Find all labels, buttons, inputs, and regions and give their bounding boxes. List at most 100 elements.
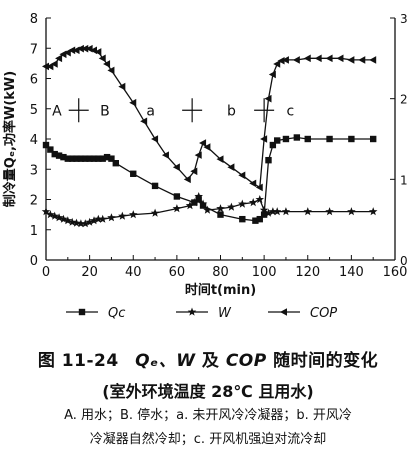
series-point-2 bbox=[129, 98, 137, 107]
caption-w: W bbox=[176, 351, 196, 371]
series-point-1 bbox=[264, 208, 273, 217]
series-point-0 bbox=[77, 155, 85, 162]
series-point-1 bbox=[194, 192, 203, 201]
series-point-0 bbox=[55, 152, 63, 159]
series-point-0 bbox=[130, 170, 137, 177]
series-point-1 bbox=[268, 207, 278, 216]
series-point-2 bbox=[190, 167, 198, 176]
series-point-1 bbox=[259, 205, 269, 214]
series-point-1 bbox=[255, 195, 264, 204]
y-left-tick-label: 6 bbox=[30, 73, 38, 88]
series-point-0 bbox=[348, 135, 355, 143]
series-point-1 bbox=[272, 207, 282, 216]
series-point-0 bbox=[151, 182, 159, 190]
y-left-tick-label: 2 bbox=[30, 194, 38, 209]
x-tick-label: 20 bbox=[81, 265, 98, 280]
y-right-tick-label: 2 bbox=[400, 93, 408, 107]
caption-end: 随时间的变化 bbox=[266, 351, 379, 371]
series-point-2 bbox=[268, 70, 276, 79]
series-point-1 bbox=[76, 219, 86, 228]
series-point-1 bbox=[72, 218, 81, 227]
series-point-0 bbox=[42, 141, 50, 149]
series-point-2 bbox=[46, 62, 54, 71]
series-point-2 bbox=[103, 60, 111, 68]
y-left-tick-label: 3 bbox=[30, 163, 38, 178]
x-tick-label: 0 bbox=[42, 265, 50, 280]
series-point-0 bbox=[274, 137, 281, 144]
series-point-2 bbox=[249, 179, 257, 188]
series-point-0 bbox=[64, 155, 72, 162]
series-point-0 bbox=[51, 150, 58, 158]
series-point-1 bbox=[107, 213, 116, 222]
series-point-1 bbox=[129, 210, 138, 219]
series-point-0 bbox=[68, 155, 76, 162]
series-point-1 bbox=[303, 207, 312, 216]
legend-marker-0 bbox=[78, 308, 86, 316]
legend-marker-1 bbox=[187, 307, 197, 316]
series-point-0 bbox=[195, 196, 202, 203]
x-tick-label: 140 bbox=[339, 265, 364, 280]
chart-svg: 0 20 40 60 80 100 120 140 1600123456780123时间t(mi… bbox=[2, 12, 408, 321]
x-tick-label: 60 bbox=[169, 265, 186, 280]
y-left-tick-label: 8 bbox=[30, 12, 38, 27]
x-tick-label: 120 bbox=[295, 265, 320, 280]
series-point-1 bbox=[98, 214, 107, 223]
series-point-2 bbox=[277, 56, 285, 65]
series-point-0 bbox=[265, 156, 272, 164]
series-point-1 bbox=[216, 204, 225, 213]
x-tick-label: 80 bbox=[212, 265, 229, 280]
series-point-1 bbox=[368, 207, 378, 216]
series-point-2 bbox=[238, 171, 246, 180]
series-point-2 bbox=[199, 139, 207, 147]
series-point-2 bbox=[68, 46, 76, 55]
series-point-2 bbox=[369, 56, 377, 64]
series-point-1 bbox=[67, 217, 77, 226]
legend-label: Qc bbox=[108, 306, 125, 321]
series-point-0 bbox=[47, 146, 54, 153]
series-point-0 bbox=[269, 141, 277, 149]
series-line-2 bbox=[46, 48, 374, 189]
series-point-2 bbox=[203, 143, 211, 151]
series-point-2 bbox=[347, 56, 355, 64]
series-point-1 bbox=[94, 214, 103, 223]
series-point-1 bbox=[203, 205, 212, 214]
series-point-1 bbox=[248, 198, 258, 207]
series-point-1 bbox=[190, 198, 199, 207]
series-point-1 bbox=[281, 207, 291, 216]
series-point-0 bbox=[282, 135, 290, 143]
series-point-2 bbox=[118, 82, 126, 91]
y-right-tick-label: 3 bbox=[400, 12, 408, 26]
caption-cop: COP bbox=[225, 351, 267, 371]
series-point-1 bbox=[172, 204, 182, 213]
series-point-2 bbox=[358, 56, 366, 64]
series-point-2 bbox=[172, 163, 180, 172]
series-point-1 bbox=[198, 199, 208, 208]
series-point-1 bbox=[325, 207, 334, 216]
x-tick-label: 40 bbox=[125, 265, 142, 280]
caption-qe: Qₑ、 bbox=[135, 351, 177, 371]
series-point-1 bbox=[46, 210, 55, 219]
series-point-2 bbox=[281, 56, 289, 64]
series-point-0 bbox=[103, 153, 111, 161]
y-left-tick-label: 7 bbox=[30, 42, 38, 57]
series-point-2 bbox=[273, 60, 281, 68]
series-point-2 bbox=[336, 54, 344, 63]
y-left-tick-label: 5 bbox=[30, 103, 38, 118]
figure-caption-note-1: A. 用水；B. 停水；a. 未开风冷冷凝器；b. 开风冷 bbox=[64, 408, 352, 423]
series-point-1 bbox=[63, 216, 73, 225]
series-point-2 bbox=[98, 54, 106, 63]
series-point-1 bbox=[81, 219, 90, 228]
y-right-tick-label: 1 bbox=[400, 173, 408, 187]
series-point-2 bbox=[55, 54, 63, 63]
y-right-tick-label: 0 bbox=[400, 254, 408, 268]
series-point-2 bbox=[216, 155, 224, 163]
figure-caption-subtitle: (室外环境温度 28℃ 且用水) bbox=[102, 382, 314, 401]
series-point-0 bbox=[256, 215, 263, 223]
region-label: c bbox=[286, 103, 294, 119]
series-point-0 bbox=[86, 155, 93, 162]
series-point-2 bbox=[303, 54, 311, 63]
region-label: a bbox=[146, 103, 155, 119]
series-point-0 bbox=[304, 135, 311, 143]
x-axis-label: 时间t(min) bbox=[185, 282, 256, 298]
series-point-0 bbox=[99, 155, 106, 162]
